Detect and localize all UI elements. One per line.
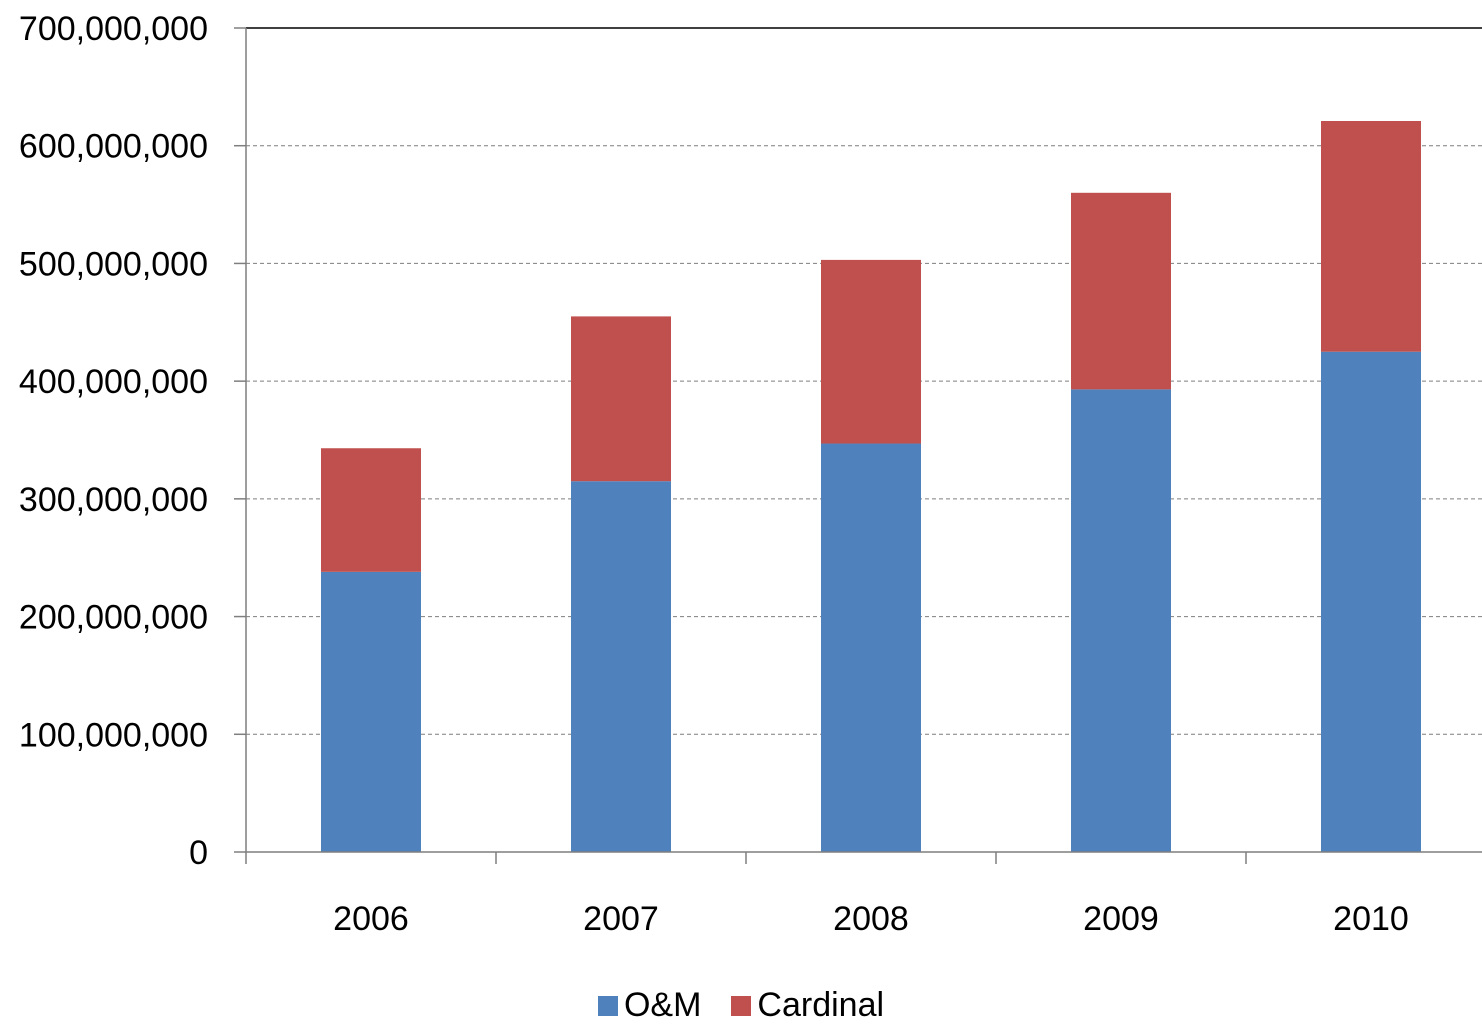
axes bbox=[234, 27, 1482, 864]
x-tick-label-2007: 2007 bbox=[583, 900, 659, 938]
y-tick-label-4: 400,000,000 bbox=[19, 363, 208, 401]
y-tick-label-3: 300,000,000 bbox=[19, 481, 208, 519]
x-axis-tick-labels: 2006 2007 2008 2009 2010 bbox=[333, 900, 1409, 938]
legend-label-om: O&M bbox=[623, 986, 702, 1024]
bar-cardinal-2010 bbox=[1321, 120, 1421, 352]
y-tick-label-6: 600,000,000 bbox=[19, 128, 208, 166]
legend-swatch-cardinal bbox=[731, 995, 752, 1016]
x-tick-label-2008: 2008 bbox=[833, 900, 909, 938]
bar-om-2006 bbox=[321, 571, 421, 852]
legend-item-om: O&M bbox=[597, 986, 702, 1025]
bar-cardinal-2006 bbox=[321, 448, 421, 572]
y-tick-label-0: 0 bbox=[189, 834, 208, 872]
bar-cardinal-2008 bbox=[821, 259, 921, 444]
bar-om-2009 bbox=[1071, 389, 1171, 852]
x-tick-label-2006: 2006 bbox=[333, 900, 409, 938]
legend: O&M Cardinal bbox=[0, 986, 1482, 1025]
y-axis-tick-labels: 0 100,000,000 200,000,000 300,000,000 400,00… bbox=[19, 10, 208, 872]
bar-om-2010 bbox=[1321, 351, 1421, 852]
y-tick-label-2: 200,000,000 bbox=[19, 599, 208, 637]
x-tick-label-2010: 2010 bbox=[1333, 900, 1409, 938]
legend-label-cardinal: Cardinal bbox=[757, 986, 885, 1024]
x-tick-label-2009: 2009 bbox=[1083, 900, 1159, 938]
bar-om-2007 bbox=[571, 481, 671, 852]
y-tick-label-1: 100,000,000 bbox=[19, 716, 208, 754]
bar-om-2008 bbox=[821, 443, 921, 852]
bar-cardinal-2009 bbox=[1071, 192, 1171, 390]
bar-cardinal-2007 bbox=[571, 316, 671, 482]
y-tick-label-5: 500,000,000 bbox=[19, 245, 208, 283]
legend-item-cardinal: Cardinal bbox=[731, 986, 884, 1025]
bars bbox=[321, 120, 1421, 852]
y-tick-label-7: 700,000,000 bbox=[19, 10, 208, 48]
legend-swatch-om bbox=[597, 995, 618, 1016]
